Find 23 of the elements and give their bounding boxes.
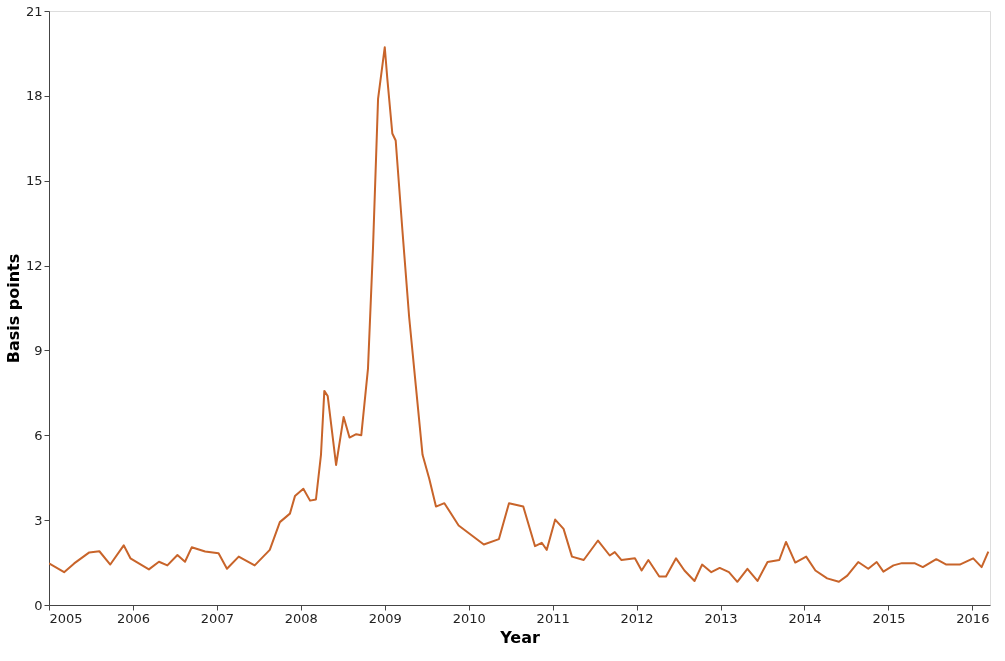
x-tick-label: 2007 [200,610,234,626]
x-tick-label: 2013 [704,610,738,626]
x-axis-title: Year [499,627,540,647]
x-tick-label: 2009 [368,610,402,626]
x-tick-label: 2012 [620,610,654,626]
x-tick-label: 2011 [536,610,570,626]
x-tick-label: 2005 [49,610,83,626]
y-tick-label: 0 [34,597,43,613]
x-tick-label: 2008 [284,610,318,626]
x-tick-label: 2014 [788,610,822,626]
x-tick-label: 2016 [956,610,990,626]
y-tick-label: 18 [25,88,43,104]
x-tick-label: 2006 [116,610,150,626]
y-tick-label: 3 [34,512,43,528]
y-tick-label: 6 [34,427,43,443]
y-tick-label: 9 [34,342,43,358]
x-tick-label: 2010 [452,610,486,626]
x-tick-label: 2015 [872,610,906,626]
y-tick-label: 21 [25,3,43,19]
line-series [49,46,990,583]
y-tick-label: 12 [25,258,43,274]
y-axis-title: Basis points [3,253,23,364]
y-tick-label: 15 [25,173,43,189]
